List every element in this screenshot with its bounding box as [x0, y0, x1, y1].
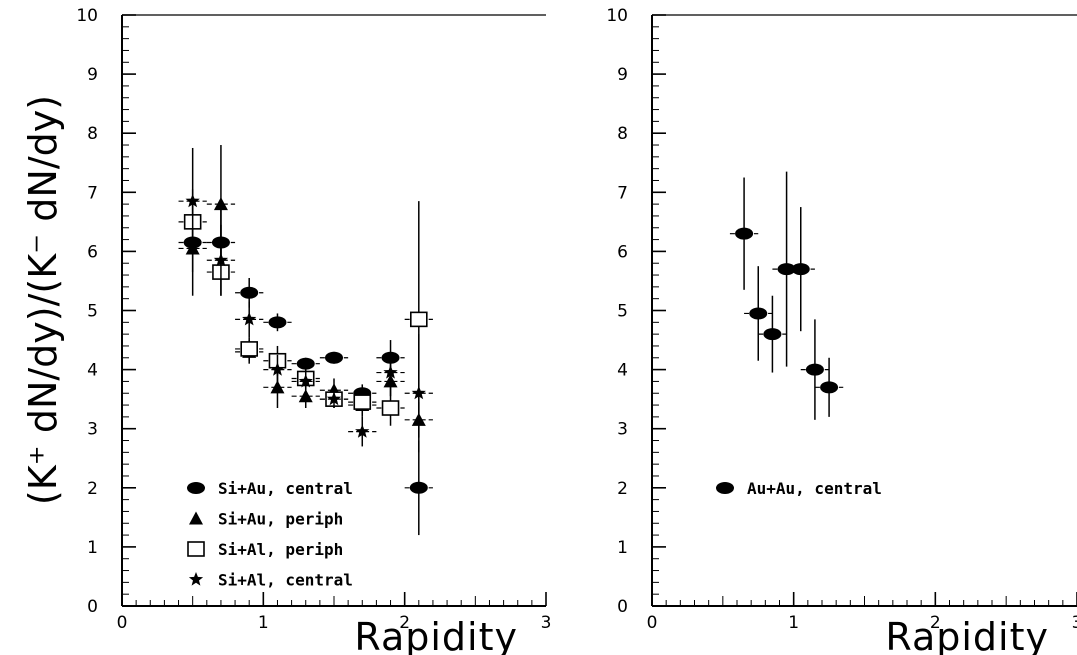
- data-point: [820, 381, 839, 394]
- data-point: [270, 380, 285, 394]
- data-point: [735, 227, 754, 240]
- data-point: [298, 389, 313, 403]
- data-point: [355, 424, 370, 438]
- series-2: [178, 145, 433, 438]
- y-tick-label: 6: [87, 242, 98, 262]
- y-tick-label: 2: [87, 479, 98, 499]
- series-1: [178, 189, 433, 536]
- x-axis-title: Rapidity: [885, 615, 1049, 655]
- y-tick-label: 10: [76, 6, 98, 26]
- series-4: [178, 147, 433, 453]
- legend-label: Si+Au, periph: [218, 510, 343, 529]
- x-axis-title: Rapidity: [354, 615, 518, 655]
- y-tick-label: 6: [617, 242, 628, 262]
- data-point: [381, 400, 400, 416]
- y-tick-label: 5: [87, 302, 98, 322]
- data-point: [353, 394, 372, 410]
- data-point: [791, 263, 810, 276]
- y-tick-label: 5: [617, 302, 628, 322]
- y-tick-label: 7: [617, 183, 628, 203]
- y-tick-label: 2: [617, 479, 628, 499]
- x-tick-label: 3: [541, 613, 552, 633]
- x-tick-label: 2: [930, 613, 941, 633]
- legend-marker: [716, 482, 734, 494]
- legend-label: Si+Al, central: [218, 571, 353, 590]
- legend-marker: [187, 541, 205, 557]
- x-tick-label: 1: [788, 613, 799, 633]
- legend-label: Si+Au, central: [218, 479, 353, 498]
- y-axis-title: (K⁺ dN/dy)/(K⁻ dN/dy): [21, 95, 65, 505]
- x-tick-label: 2: [399, 613, 410, 633]
- y-tick-label: 1: [617, 538, 628, 558]
- data-point: [409, 481, 428, 494]
- legend-label: Si+Al, periph: [218, 540, 343, 559]
- y-tick-label: 0: [617, 597, 628, 617]
- data-point: [749, 307, 768, 320]
- y-tick-label: 3: [617, 420, 628, 440]
- y-tick-label: 3: [87, 420, 98, 440]
- y-tick-label: 9: [617, 65, 628, 85]
- y-tick-label: 10: [606, 6, 628, 26]
- x-tick-label: 3: [1072, 613, 1077, 633]
- y-tick-label: 4: [617, 361, 628, 381]
- y-tick-label: 0: [87, 597, 98, 617]
- y-tick-label: 7: [87, 183, 98, 203]
- data-point: [240, 341, 258, 357]
- data-point: [383, 365, 398, 379]
- data-point: [298, 373, 313, 388]
- data-point: [213, 197, 228, 211]
- y-tick-label: 9: [87, 65, 98, 85]
- y-tick-label: 1: [87, 538, 98, 558]
- data-point: [185, 193, 200, 208]
- data-point: [411, 385, 426, 400]
- y-tick-label: 8: [617, 124, 628, 144]
- legend-marker: [189, 511, 203, 525]
- y-tick-label: 8: [87, 124, 98, 144]
- x-tick-label: 0: [647, 613, 658, 633]
- data-point: [805, 363, 824, 376]
- data-point: [325, 351, 343, 364]
- data-point: [213, 252, 229, 267]
- data-point: [240, 286, 259, 299]
- legend-marker: [188, 572, 204, 586]
- data-point: [763, 328, 782, 341]
- data-point: [296, 357, 315, 370]
- y-tick-label: 4: [87, 361, 98, 381]
- series-1: [729, 171, 844, 420]
- data-point: [409, 311, 428, 328]
- data-point: [326, 391, 342, 406]
- x-tick-label: 0: [117, 613, 128, 633]
- x-tick-label: 1: [258, 613, 269, 633]
- legend-label: Au+Au, central: [747, 479, 882, 498]
- data-point: [242, 311, 257, 326]
- panel-right: 0 1 2 3 4 5 6 7 8 9 10 0 1 2 3 Rapidity Au+Au, central: [606, 6, 1077, 655]
- legend-marker: [187, 482, 205, 494]
- data-point: [268, 316, 287, 329]
- data-point: [270, 362, 285, 376]
- panel-left: 0 1 2 3 4 5 6 7 8 9 10 0 1 2 3 Rapidity Si+Au, central Si…: [76, 6, 551, 655]
